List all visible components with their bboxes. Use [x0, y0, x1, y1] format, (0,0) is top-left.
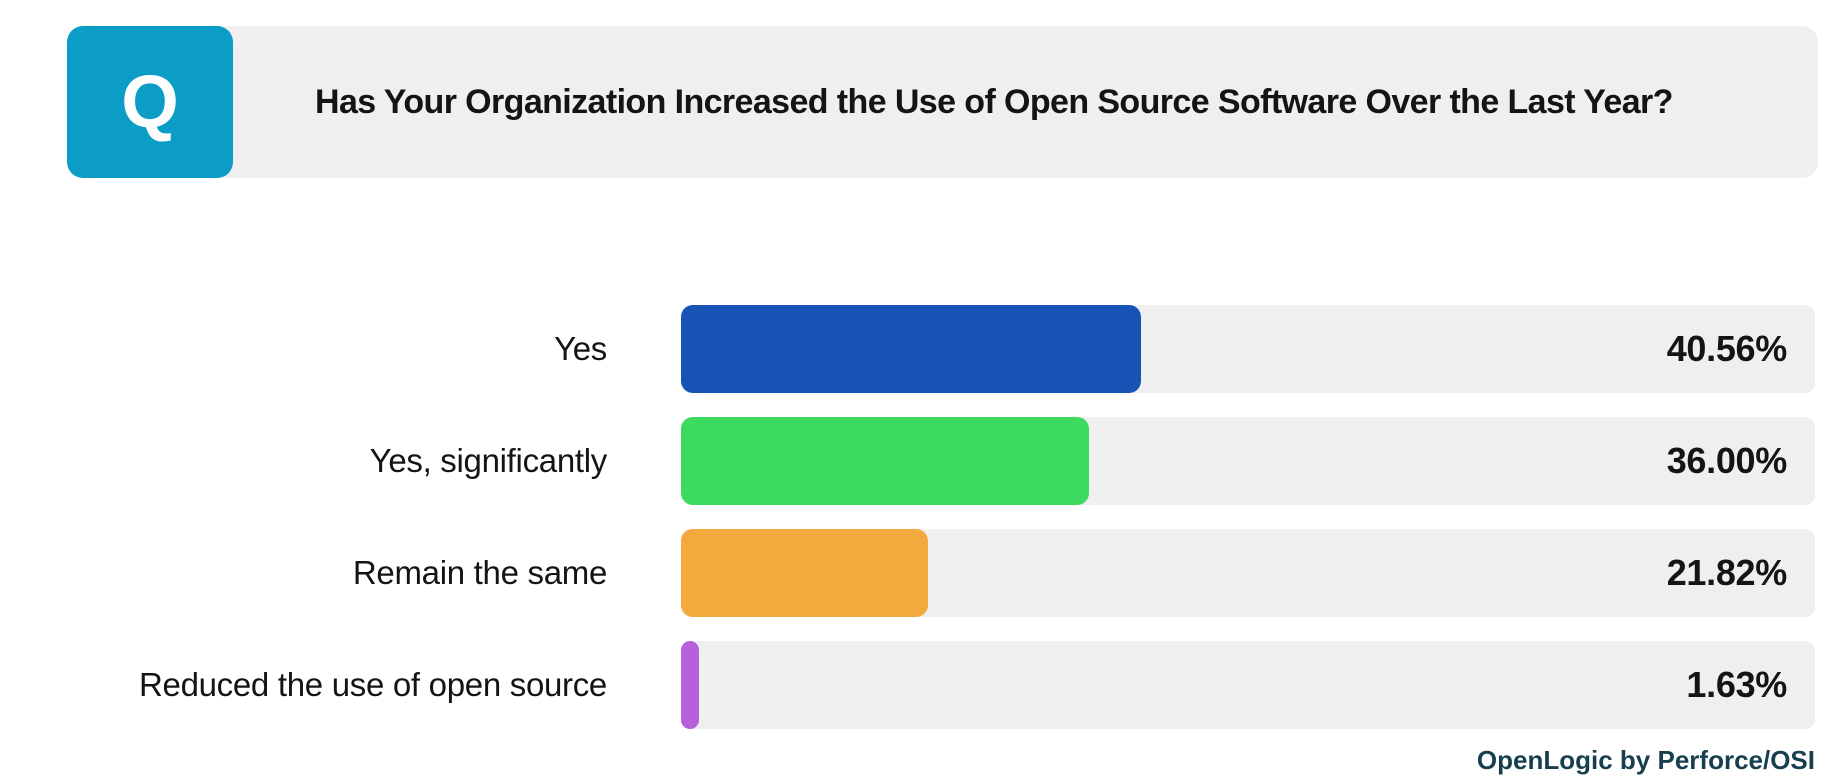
question-badge: Q — [67, 26, 233, 178]
bar-yes — [681, 305, 1141, 393]
category-label: Yes — [554, 330, 607, 367]
category-label: Remain the same — [352, 554, 607, 591]
bar-track: 40.56% — [681, 305, 1815, 393]
source-attribution: OpenLogic by Perforce/OSI — [1476, 745, 1815, 775]
question-header: Has Your Organization Increased the Use … — [67, 26, 1818, 178]
bar-yes-significantly — [681, 417, 1090, 505]
bar-track: 21.82% — [681, 529, 1815, 617]
value-label: 40.56% — [1666, 328, 1788, 369]
value-label: 21.82% — [1666, 552, 1788, 593]
bar-row: Remain the same 21.82% — [0, 529, 1815, 617]
bar-chart: Yes 40.56% Yes, significantly 36.00% Rem… — [0, 305, 1815, 729]
category-label: Reduced the use of open source — [138, 666, 607, 703]
question-banner: Has Your Organization Increased the Use … — [97, 26, 1818, 178]
bar-remain-the-same — [681, 529, 929, 617]
bar-row: Yes 40.56% — [0, 305, 1815, 393]
category-label: Yes, significantly — [369, 442, 608, 479]
chart-title: Has Your Organization Increased the Use … — [315, 82, 1673, 121]
bar-track: 1.63% — [681, 641, 1815, 729]
q-letter-icon: Q — [121, 60, 179, 143]
value-label: 36.00% — [1666, 440, 1788, 481]
bar-row: Yes, significantly 36.00% — [0, 417, 1815, 505]
value-label: 1.63% — [1686, 664, 1787, 705]
bar-reduced-use — [681, 641, 700, 729]
bar-row: Reduced the use of open source 1.63% — [0, 641, 1815, 729]
bar-track: 36.00% — [681, 417, 1815, 505]
